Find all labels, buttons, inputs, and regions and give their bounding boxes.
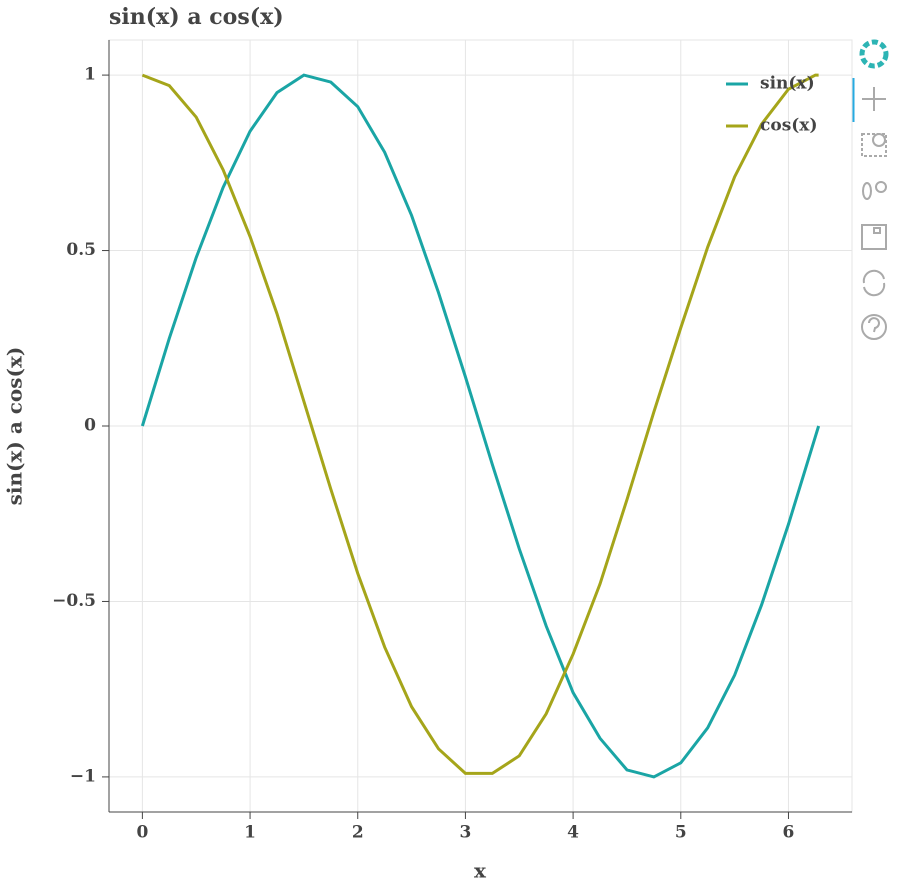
reset-tool[interactable] [862,269,886,297]
x-tick-label: 5 [675,823,687,843]
legend-label: sin(x) [760,74,815,94]
box-zoom-tool[interactable] [861,133,887,157]
y-tick-label: 1 [84,65,96,85]
pan-tool[interactable] [862,87,886,111]
y-tick-label: −0.5 [52,591,96,611]
save-tool[interactable] [861,224,887,250]
y-tick-label: 0.5 [66,240,96,260]
y-axis-label: sin(x) a cos(x) [3,347,27,506]
line [140,73,821,779]
wheel-zoom-tool[interactable] [862,181,887,200]
x-tick-label: 4 [567,823,579,843]
x-axis-label: x [474,859,487,883]
y-tick-label: −1 [70,766,96,786]
x-tick-label: 1 [244,823,256,843]
y-tick-label: 0 [84,416,96,436]
chart-title: sin(x) a cos(x) [109,4,284,30]
logo [859,39,889,69]
toolbar [851,39,889,340]
x-tick-label: 6 [783,823,795,843]
line [141,73,819,775]
x-tick-label: 0 [136,823,148,843]
help-tool[interactable] [861,314,887,340]
legend-label: cos(x) [760,116,817,136]
x-tick-label: 2 [352,823,364,843]
x-tick-label: 3 [460,823,472,843]
